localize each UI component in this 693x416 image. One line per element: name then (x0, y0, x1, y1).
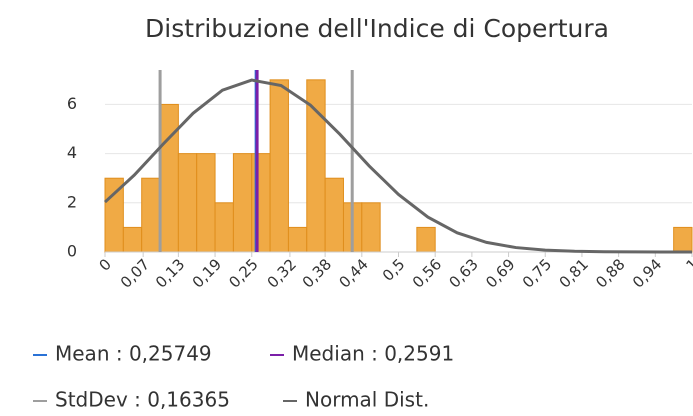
x-tick-label: 1 (683, 255, 693, 274)
x-tick-label: 0,07 (117, 255, 153, 291)
legend-label: StdDev : 0,16365 (55, 388, 230, 412)
x-tick-label: 0,32 (264, 255, 300, 291)
x-tick-label: 0,75 (519, 255, 555, 291)
legend-label: Median : 0,2591 (292, 342, 454, 366)
bar (324, 177, 344, 253)
bar (232, 153, 253, 253)
bar (673, 226, 693, 253)
bar (251, 153, 271, 253)
legend-label: Mean : 0,25749 (55, 342, 212, 366)
bar (122, 226, 143, 253)
y-tick-label: 0 (67, 242, 77, 261)
bar (416, 226, 436, 253)
x-tick-label: 0,19 (189, 255, 225, 291)
x-tick-label: 0 (96, 255, 115, 274)
x-tick-label: 0,25 (225, 255, 261, 291)
x-tick-label: 0,69 (482, 255, 518, 291)
x-tick-label: 0,5 (379, 255, 409, 285)
chart-title: Distribuzione dell'Indice di Copertura (145, 14, 609, 43)
x-tick-label: 0,56 (409, 255, 445, 291)
bar (196, 153, 216, 253)
bar (287, 226, 308, 253)
legend-label: Normal Dist. (305, 388, 429, 412)
x-tick-label: 0,44 (335, 255, 371, 291)
bar (141, 177, 161, 253)
x-tick-label: 0,63 (446, 255, 482, 291)
bar (269, 79, 289, 253)
bar (214, 202, 234, 253)
x-tick-label: 0,13 (152, 255, 188, 291)
bar (361, 202, 381, 253)
y-tick-label: 2 (67, 192, 77, 211)
x-tick-label: 0,38 (299, 255, 335, 291)
x-tick-label: 0,94 (629, 255, 665, 291)
x-tick-label: 0,81 (556, 255, 592, 291)
y-tick-label: 4 (67, 143, 77, 162)
x-tick-label: 0,88 (592, 255, 628, 291)
bar (159, 103, 179, 253)
bar (177, 153, 198, 253)
y-tick-label: 6 (67, 94, 77, 113)
normal-curve (103, 78, 693, 254)
